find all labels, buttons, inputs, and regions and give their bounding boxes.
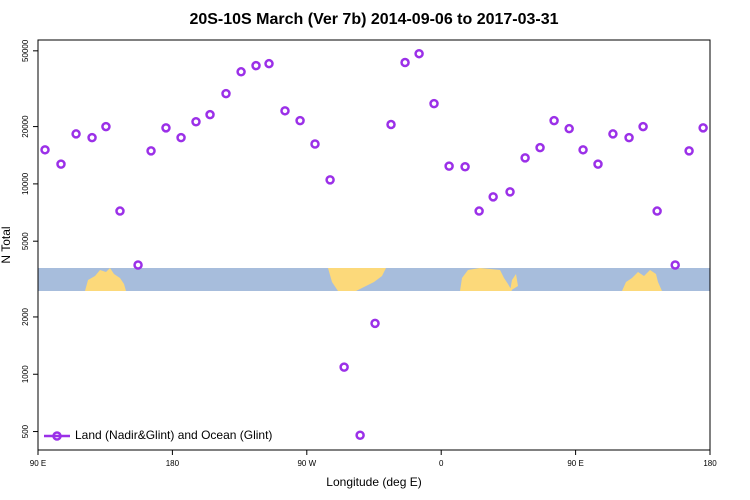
point [386,119,396,130]
point [115,206,125,216]
point [161,123,171,133]
point [264,58,274,69]
point [578,145,588,155]
legend-marker [52,431,62,441]
point [176,132,186,143]
point [624,132,634,143]
y-tick-label: 10000 [21,172,30,195]
x-tick-label: 90 E [30,459,46,468]
point [564,123,574,134]
point [205,109,215,120]
point [400,57,410,68]
point [670,260,680,270]
point [221,88,231,99]
point [638,121,648,132]
point [474,206,484,216]
point [698,123,708,133]
land [622,270,662,291]
point [488,192,498,202]
x-tick-label: 180 [703,459,717,468]
point [40,145,50,155]
point [56,159,66,169]
point [87,132,97,143]
y-tick-label: 500 [21,424,30,438]
point [133,260,143,270]
legend-label: Land (Nadir&Glint) and Ocean (Glint) [75,428,272,442]
point [146,146,156,156]
point [101,121,111,132]
point [280,106,290,116]
point [593,159,603,169]
y-tick-label: 1000 [21,365,30,383]
x-axis-label: Longitude (deg E) [326,475,421,489]
y-axis-label: N Total [0,226,13,263]
land [328,268,386,291]
point [355,430,365,441]
land [460,268,518,291]
point [370,318,380,329]
point [325,175,335,185]
y-tick-label: 2000 [21,307,30,325]
point [251,60,261,71]
point [520,153,530,163]
x-tick-label: 90 E [567,459,583,468]
point [608,129,618,139]
x-tick-label: 180 [166,459,180,468]
chart-title: 20S-10S March (Ver 7b) 2014-09-06 to 201… [189,11,558,28]
point [71,129,81,139]
point [535,142,545,153]
point [460,162,470,172]
point [339,362,349,372]
y-tick-label: 5000 [21,232,30,250]
point [444,161,454,171]
map-band [38,268,710,291]
point [505,187,515,197]
point [549,115,559,126]
point [652,206,662,216]
point [684,146,694,156]
y-tick-label: 20000 [21,115,30,138]
point [295,115,305,126]
point [429,98,439,109]
x-tick-label: 90 W [297,459,316,468]
point [236,67,246,77]
x-tick-label: 0 [439,459,444,468]
point [414,48,424,59]
land [85,268,126,291]
point [191,117,201,127]
point [310,139,320,149]
plot-frame [37,39,711,451]
y-tick-label: 50000 [21,39,30,62]
